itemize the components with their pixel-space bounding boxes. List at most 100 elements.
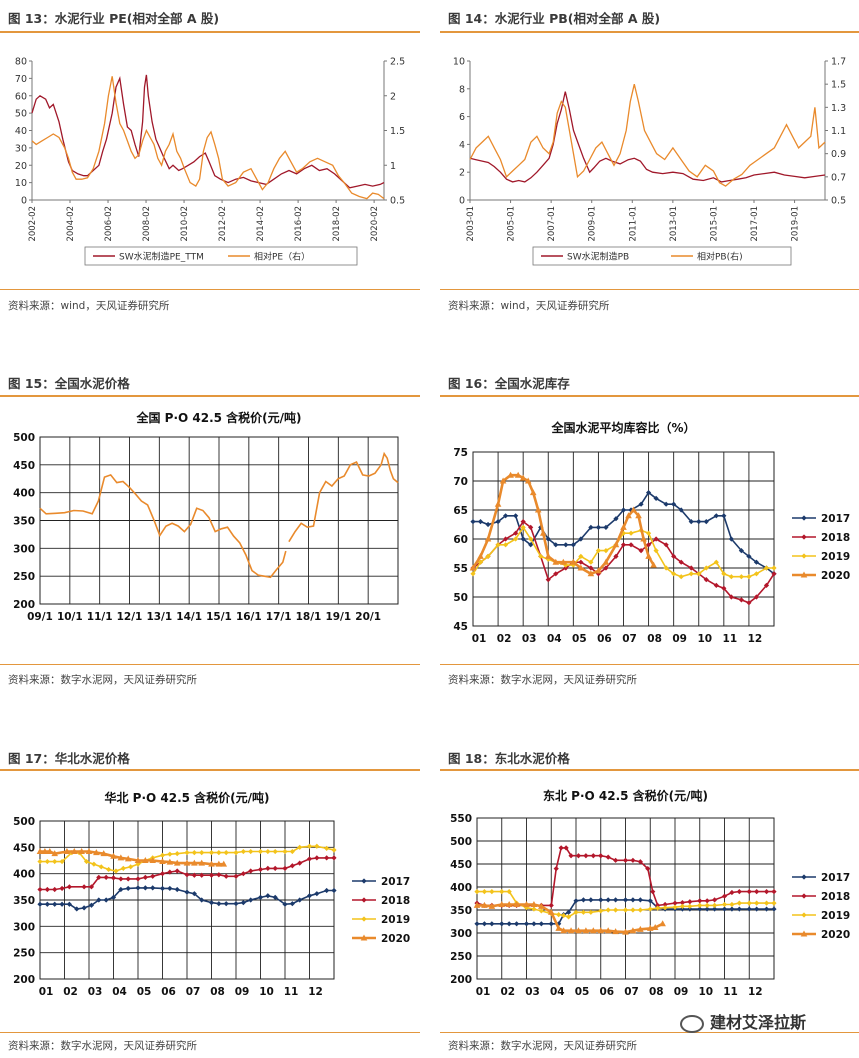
figure-15-title: 图 15：全国水泥价格 (8, 376, 130, 391)
marker-2017 (548, 921, 554, 927)
marker-2018 (324, 855, 330, 861)
marker-2017 (499, 921, 505, 927)
marker-2019 (98, 864, 104, 870)
marker-2020 (71, 848, 78, 855)
figure-13-bottom-rule (0, 289, 420, 290)
legend-box (532, 246, 792, 266)
figure-15-source: 资料来源：数字水泥网，天风证券研究所 (8, 674, 197, 686)
marker-2017 (265, 893, 271, 899)
figure-17-title: 图 17：华北水泥价格 (8, 751, 130, 766)
y-tick-label-left: 0 (21, 196, 27, 207)
marker-2020 (530, 900, 538, 907)
x-tick-label: 11 (723, 633, 738, 645)
marker-2018 (712, 897, 718, 903)
marker-2020 (604, 927, 612, 934)
y-tick-label-left: 50 (15, 109, 27, 120)
marker-2018 (142, 874, 148, 880)
marker-2017 (103, 897, 109, 903)
marker-2020 (612, 928, 619, 935)
marker-2018 (503, 536, 509, 542)
x-tick-label: 01 (472, 633, 487, 645)
y-tick-label-right: 2.5 (390, 57, 405, 68)
legend-marker-2017 (801, 515, 807, 521)
marker-2020 (477, 552, 484, 559)
marker-2020 (529, 489, 537, 496)
x-tick-label: 2003-01 (466, 206, 476, 242)
marker-2017 (728, 536, 734, 542)
marker-2020 (484, 535, 492, 542)
y-tick-label-right: 1 (390, 161, 396, 172)
y-tick-label-left: 60 (15, 91, 27, 102)
marker-2017 (470, 519, 476, 525)
marker-2020 (142, 857, 149, 863)
marker-2020 (110, 852, 117, 859)
marker-2018 (96, 874, 102, 880)
y-tick-label: 550 (450, 813, 472, 825)
marker-2020 (597, 927, 605, 934)
marker-2020 (134, 857, 142, 863)
series-line-0 (31, 74, 385, 189)
marker-2018 (622, 857, 629, 863)
marker-2018 (738, 597, 744, 603)
legend-marker-2018 (801, 534, 807, 540)
marker-2017 (573, 898, 579, 904)
legend-label-2018: 2018 (821, 532, 850, 544)
marker-2018 (265, 865, 271, 871)
marker-2020 (595, 567, 602, 574)
x-tick-label: 04 (112, 986, 127, 998)
y-tick-label: 200 (13, 974, 35, 986)
x-tick-label: 07 (622, 633, 637, 645)
marker-2018 (150, 873, 156, 879)
x-tick-label: 2015-01 (709, 206, 719, 242)
marker-2020 (507, 471, 514, 478)
marker-2017 (605, 897, 611, 903)
marker-2019 (128, 864, 134, 870)
y-tick-label: 200 (13, 599, 35, 611)
marker-2017 (474, 921, 480, 927)
y-tick-label-left: 10 (453, 57, 465, 68)
legend-label-0: SW水泥制造PB (567, 251, 629, 263)
marker-2020 (215, 860, 223, 867)
x-tick-label: 07 (624, 986, 639, 998)
marker-2018 (52, 886, 58, 893)
y-tick-label-right: 1.1 (831, 126, 846, 137)
y-tick-label-right: 1.7 (831, 57, 846, 68)
marker-2018 (704, 898, 710, 904)
marker-2020 (629, 927, 637, 934)
marker-2019 (167, 851, 173, 857)
marker-2020 (85, 848, 93, 855)
y-tick-label: 55 (453, 563, 468, 575)
marker-2017 (622, 897, 629, 903)
chart-title: 华北 P·O 42.5 含税价(元/吨) (104, 790, 269, 805)
marker-2018 (306, 856, 313, 862)
chart-title: 全国 P·O 42.5 含税价(元/吨) (135, 410, 301, 425)
x-tick-label: 16/1 (236, 611, 262, 623)
x-tick-label: 08 (210, 986, 225, 998)
figure-17-source: 资料来源：数字水泥网，天风证券研究所 (8, 1040, 197, 1052)
y-tick-label-left: 2 (459, 168, 465, 179)
x-tick-label: 2009-01 (588, 206, 598, 242)
y-tick-label: 500 (13, 432, 35, 444)
x-tick-label: 02 (497, 633, 512, 645)
marker-2020 (63, 848, 71, 855)
x-tick-label: 13/1 (146, 611, 172, 623)
y-tick-label: 300 (450, 928, 472, 940)
marker-2020 (183, 859, 191, 866)
marker-2017 (531, 921, 537, 927)
marker-2020 (93, 849, 100, 856)
marker-2020 (494, 500, 502, 507)
legend-marker-2019 (801, 553, 807, 559)
marker-2020 (523, 900, 530, 907)
marker-2017 (736, 906, 742, 912)
marker-2020 (78, 848, 85, 855)
marker-2018 (110, 875, 117, 881)
marker-2017 (578, 536, 584, 542)
marker-2020 (191, 859, 198, 866)
legend-marker-2018 (361, 897, 367, 903)
marker-2018 (679, 900, 686, 906)
legend-marker-2017 (361, 878, 367, 884)
marker-2019 (605, 907, 611, 913)
x-tick-label: 2006-02 (104, 206, 114, 242)
marker-2017 (630, 897, 636, 903)
chart-title: 东北 P·O 42.5 含税价(元/吨) (543, 788, 708, 803)
